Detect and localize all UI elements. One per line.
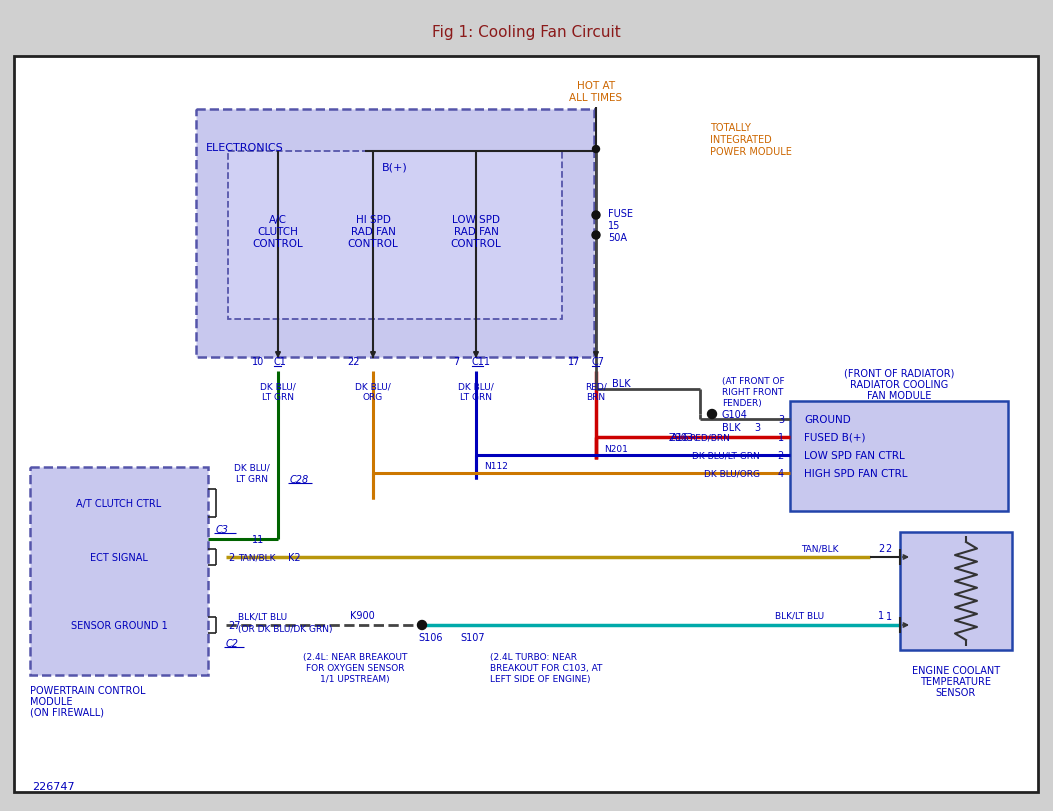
Text: LT GRN: LT GRN <box>460 393 492 402</box>
Text: FENDER): FENDER) <box>722 399 761 408</box>
Circle shape <box>592 232 600 240</box>
Text: 7: 7 <box>453 357 459 367</box>
Text: RADIATOR COOLING: RADIATOR COOLING <box>850 380 948 389</box>
Text: ELECTRONICS: ELECTRONICS <box>206 143 283 152</box>
Text: ALL TIMES: ALL TIMES <box>570 93 622 103</box>
Circle shape <box>417 620 426 629</box>
Text: 2: 2 <box>229 552 234 562</box>
Circle shape <box>593 146 599 153</box>
Text: 27: 27 <box>229 620 240 630</box>
Bar <box>229 152 562 320</box>
Text: FUSED B(+): FUSED B(+) <box>804 432 866 443</box>
Text: ENGINE COOLANT: ENGINE COOLANT <box>912 665 1000 676</box>
Text: BLK/LT BLU: BLK/LT BLU <box>775 611 824 620</box>
Text: Fig 1: Cooling Fan Circuit: Fig 1: Cooling Fan Circuit <box>432 25 620 41</box>
Text: A16: A16 <box>671 432 690 443</box>
Text: LOW SPD
RAD FAN
CONTROL: LOW SPD RAD FAN CONTROL <box>451 215 501 248</box>
Text: 1: 1 <box>878 610 885 620</box>
Text: 10: 10 <box>252 357 264 367</box>
Text: B(+): B(+) <box>382 163 408 173</box>
Text: G104: G104 <box>722 410 748 419</box>
Text: Z903: Z903 <box>669 432 694 443</box>
Text: MODULE: MODULE <box>29 696 73 706</box>
Text: RED/: RED/ <box>585 382 607 391</box>
Text: ORG: ORG <box>363 393 383 402</box>
Bar <box>196 109 594 358</box>
Text: SENSOR GROUND 1: SENSOR GROUND 1 <box>71 620 167 630</box>
Text: 3: 3 <box>778 414 784 424</box>
Text: (2.4L: NEAR BREAKOUT: (2.4L: NEAR BREAKOUT <box>303 653 408 662</box>
Text: POWER MODULE: POWER MODULE <box>710 147 792 157</box>
Text: C3: C3 <box>216 525 229 534</box>
Text: 4: 4 <box>778 469 784 478</box>
Text: C2: C2 <box>226 638 239 648</box>
Bar <box>790 401 1008 512</box>
Text: TAN/BLK: TAN/BLK <box>238 553 276 562</box>
Text: S106: S106 <box>418 633 442 642</box>
Text: DK BLU/: DK BLU/ <box>260 382 296 391</box>
Text: BLK: BLK <box>722 423 740 432</box>
Text: ECT SIGNAL: ECT SIGNAL <box>91 552 147 562</box>
Text: 1: 1 <box>778 432 784 443</box>
Text: (OR DK BLU/DK GRN): (OR DK BLU/DK GRN) <box>238 624 333 633</box>
Text: A/C
CLUTCH
CONTROL: A/C CLUTCH CONTROL <box>253 215 303 248</box>
Text: BREAKOUT FOR C103, AT: BREAKOUT FOR C103, AT <box>490 663 602 672</box>
Bar <box>900 532 1012 650</box>
Text: 22: 22 <box>346 357 359 367</box>
Text: FOR OXYGEN SENSOR: FOR OXYGEN SENSOR <box>305 663 404 672</box>
Text: K2: K2 <box>289 552 300 562</box>
Text: 2: 2 <box>878 543 885 553</box>
Text: GROUND: GROUND <box>804 414 851 424</box>
Text: (2.4L TURBO: NEAR: (2.4L TURBO: NEAR <box>490 653 577 662</box>
Text: TAN/BLK: TAN/BLK <box>801 544 839 553</box>
Text: S107: S107 <box>460 633 484 642</box>
Text: 2: 2 <box>778 450 784 461</box>
Text: LT GRN: LT GRN <box>236 475 269 484</box>
Text: BLK/LT BLU: BLK/LT BLU <box>238 611 287 620</box>
Text: DK BLU/: DK BLU/ <box>234 463 270 472</box>
Text: FUSE
15
50A: FUSE 15 50A <box>608 209 633 242</box>
Text: N201: N201 <box>604 445 628 454</box>
Text: C1: C1 <box>274 357 286 367</box>
Text: RED/BRN: RED/BRN <box>689 433 730 442</box>
Text: C28: C28 <box>290 474 310 484</box>
Circle shape <box>708 410 716 419</box>
Text: TOTALLY: TOTALLY <box>710 122 751 133</box>
Text: INTEGRATED: INTEGRATED <box>710 135 772 145</box>
Text: TEMPERATURE: TEMPERATURE <box>920 676 992 686</box>
Text: N112: N112 <box>484 462 508 471</box>
Text: 11: 11 <box>252 534 264 544</box>
Text: LT GRN: LT GRN <box>262 393 294 402</box>
Text: 1: 1 <box>886 611 892 621</box>
Text: K900: K900 <box>350 610 375 620</box>
Text: C11: C11 <box>472 357 491 367</box>
Text: POWERTRAIN CONTROL: POWERTRAIN CONTROL <box>29 685 145 695</box>
Text: DK BLU/: DK BLU/ <box>355 382 391 391</box>
Text: 2: 2 <box>886 543 892 553</box>
Text: 17: 17 <box>568 357 580 367</box>
Text: DK BLU/: DK BLU/ <box>458 382 494 391</box>
Text: LOW SPD FAN CTRL: LOW SPD FAN CTRL <box>804 450 905 461</box>
Text: (FRONT OF RADIATOR): (FRONT OF RADIATOR) <box>843 368 954 379</box>
Text: C7: C7 <box>592 357 605 367</box>
Bar <box>29 467 208 676</box>
Text: DK BLU/ORG: DK BLU/ORG <box>704 469 760 478</box>
Text: RIGHT FRONT: RIGHT FRONT <box>722 388 783 397</box>
Text: HI SPD
RAD FAN
CONTROL: HI SPD RAD FAN CONTROL <box>347 215 398 248</box>
Text: FAN MODULE: FAN MODULE <box>867 391 931 401</box>
Text: LEFT SIDE OF ENGINE): LEFT SIDE OF ENGINE) <box>490 675 591 684</box>
Text: HOT AT: HOT AT <box>577 81 615 91</box>
Text: 3: 3 <box>754 423 760 432</box>
Text: A/T CLUTCH CTRL: A/T CLUTCH CTRL <box>77 499 161 508</box>
Text: HIGH SPD FAN CTRL: HIGH SPD FAN CTRL <box>804 469 908 478</box>
Text: 226747: 226747 <box>32 781 75 791</box>
Text: (ON FIREWALL): (ON FIREWALL) <box>29 707 104 717</box>
Text: BRN: BRN <box>587 393 605 402</box>
Circle shape <box>592 212 600 220</box>
Text: BLK: BLK <box>612 379 631 388</box>
Text: SENSOR: SENSOR <box>936 687 976 697</box>
Text: 1/1 UPSTREAM): 1/1 UPSTREAM) <box>320 675 390 684</box>
Text: DK BLU/LT GRN: DK BLU/LT GRN <box>692 451 760 460</box>
Text: (AT FRONT OF: (AT FRONT OF <box>722 377 784 386</box>
